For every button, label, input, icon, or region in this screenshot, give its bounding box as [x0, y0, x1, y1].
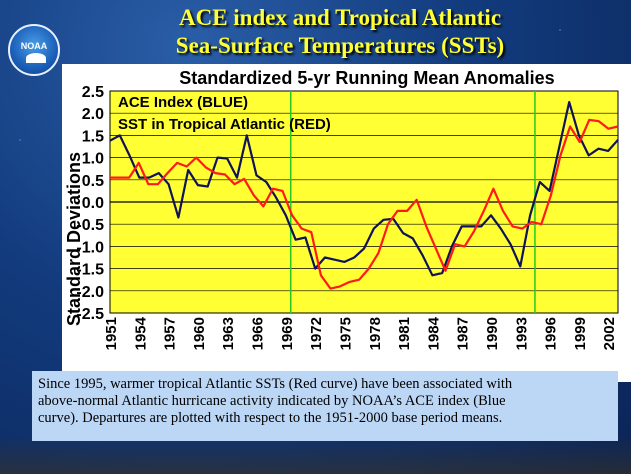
legend-sst: SST in Tropical Atlantic (RED) [118, 116, 331, 133]
y-tick-label: 2.0 [82, 106, 104, 123]
caption-line2: above-normal Atlantic hurricane activity… [38, 393, 506, 409]
x-tick-label: 1975 [337, 317, 354, 350]
x-tick-label: 1969 [279, 317, 296, 350]
sst-series-line [110, 118, 619, 290]
x-tick-label: 1996 [543, 317, 560, 350]
x-tick-label: 1993 [513, 317, 530, 350]
legend: ACE Index (BLUE) SST in Tropical Atlanti… [118, 94, 331, 133]
y-axis-label: Standard Deviations [64, 152, 84, 326]
x-tick-label: 1954 [132, 316, 149, 350]
x-tick-label: 1978 [367, 317, 384, 350]
legend-ace: ACE Index (BLUE) [118, 94, 248, 111]
x-tick-label: 1972 [308, 317, 325, 350]
y-tick-label: -2.5 [76, 306, 104, 323]
caption-line3: curve). Departures are plotted with resp… [38, 410, 503, 426]
x-tick-label: 1984 [425, 316, 442, 350]
x-tick-label: 2002 [601, 317, 618, 350]
x-tick-label: 1990 [484, 317, 501, 350]
y-tick-labels: 2.5 2.0 1.5 1.0 0.5 0.0 -0.5 -1.0 -1.5 -2.0 -2.5 [76, 84, 104, 323]
noaa-logo: NOAA [8, 24, 60, 76]
x-tick-label: 1999 [572, 317, 589, 350]
grid-lines [110, 90, 618, 314]
chart-title: Standardized 5-yr Running Mean Anomalies [179, 68, 554, 88]
x-tick-label: 1960 [191, 317, 208, 350]
y-tick-label: -1.0 [76, 239, 104, 256]
slide-title: ACE index and Tropical Atlantic Sea-Surf… [120, 4, 560, 60]
logo-bird-icon [26, 53, 46, 63]
y-tick-label: 1.0 [82, 151, 104, 168]
slide-title-line1: ACE index and Tropical Atlantic [178, 5, 502, 30]
y-tick-label: 1.5 [82, 128, 104, 145]
x-tick-label: 1957 [162, 317, 179, 350]
y-tick-label: 0.0 [82, 195, 104, 212]
chart-svg: Standardized 5-yr Running Mean Anomalies… [64, 68, 619, 350]
y-tick-label: -2.0 [76, 284, 104, 301]
chart-panel: Standardized 5-yr Running Mean Anomalies… [62, 64, 631, 382]
x-tick-label: 1981 [396, 317, 413, 350]
x-tick-label: 1966 [250, 317, 267, 350]
logo-text: NOAA [20, 41, 48, 51]
caption-line1: Since 1995, warmer tropical Atlantic SST… [38, 376, 513, 392]
slide-title-line2: Sea-Surface Temperatures (SSTs) [175, 33, 505, 58]
x-tick-label: 1963 [220, 317, 237, 350]
y-tick-label: -0.5 [76, 217, 104, 234]
x-tick-labels: 1951 1954 1957 1960 1963 1966 1969 1972 1975 1978… [103, 316, 618, 350]
ace-series-line [109, 100, 619, 277]
x-tick-label: 1987 [455, 317, 472, 350]
y-tick-label: -1.5 [76, 262, 104, 279]
caption-box: Since 1995, warmer tropical Atlantic SST… [32, 371, 618, 441]
y-tick-label: 0.5 [82, 173, 104, 190]
series-lines [109, 100, 619, 290]
x-tick-label: 1951 [103, 317, 120, 350]
y-tick-label: 2.5 [82, 84, 104, 101]
